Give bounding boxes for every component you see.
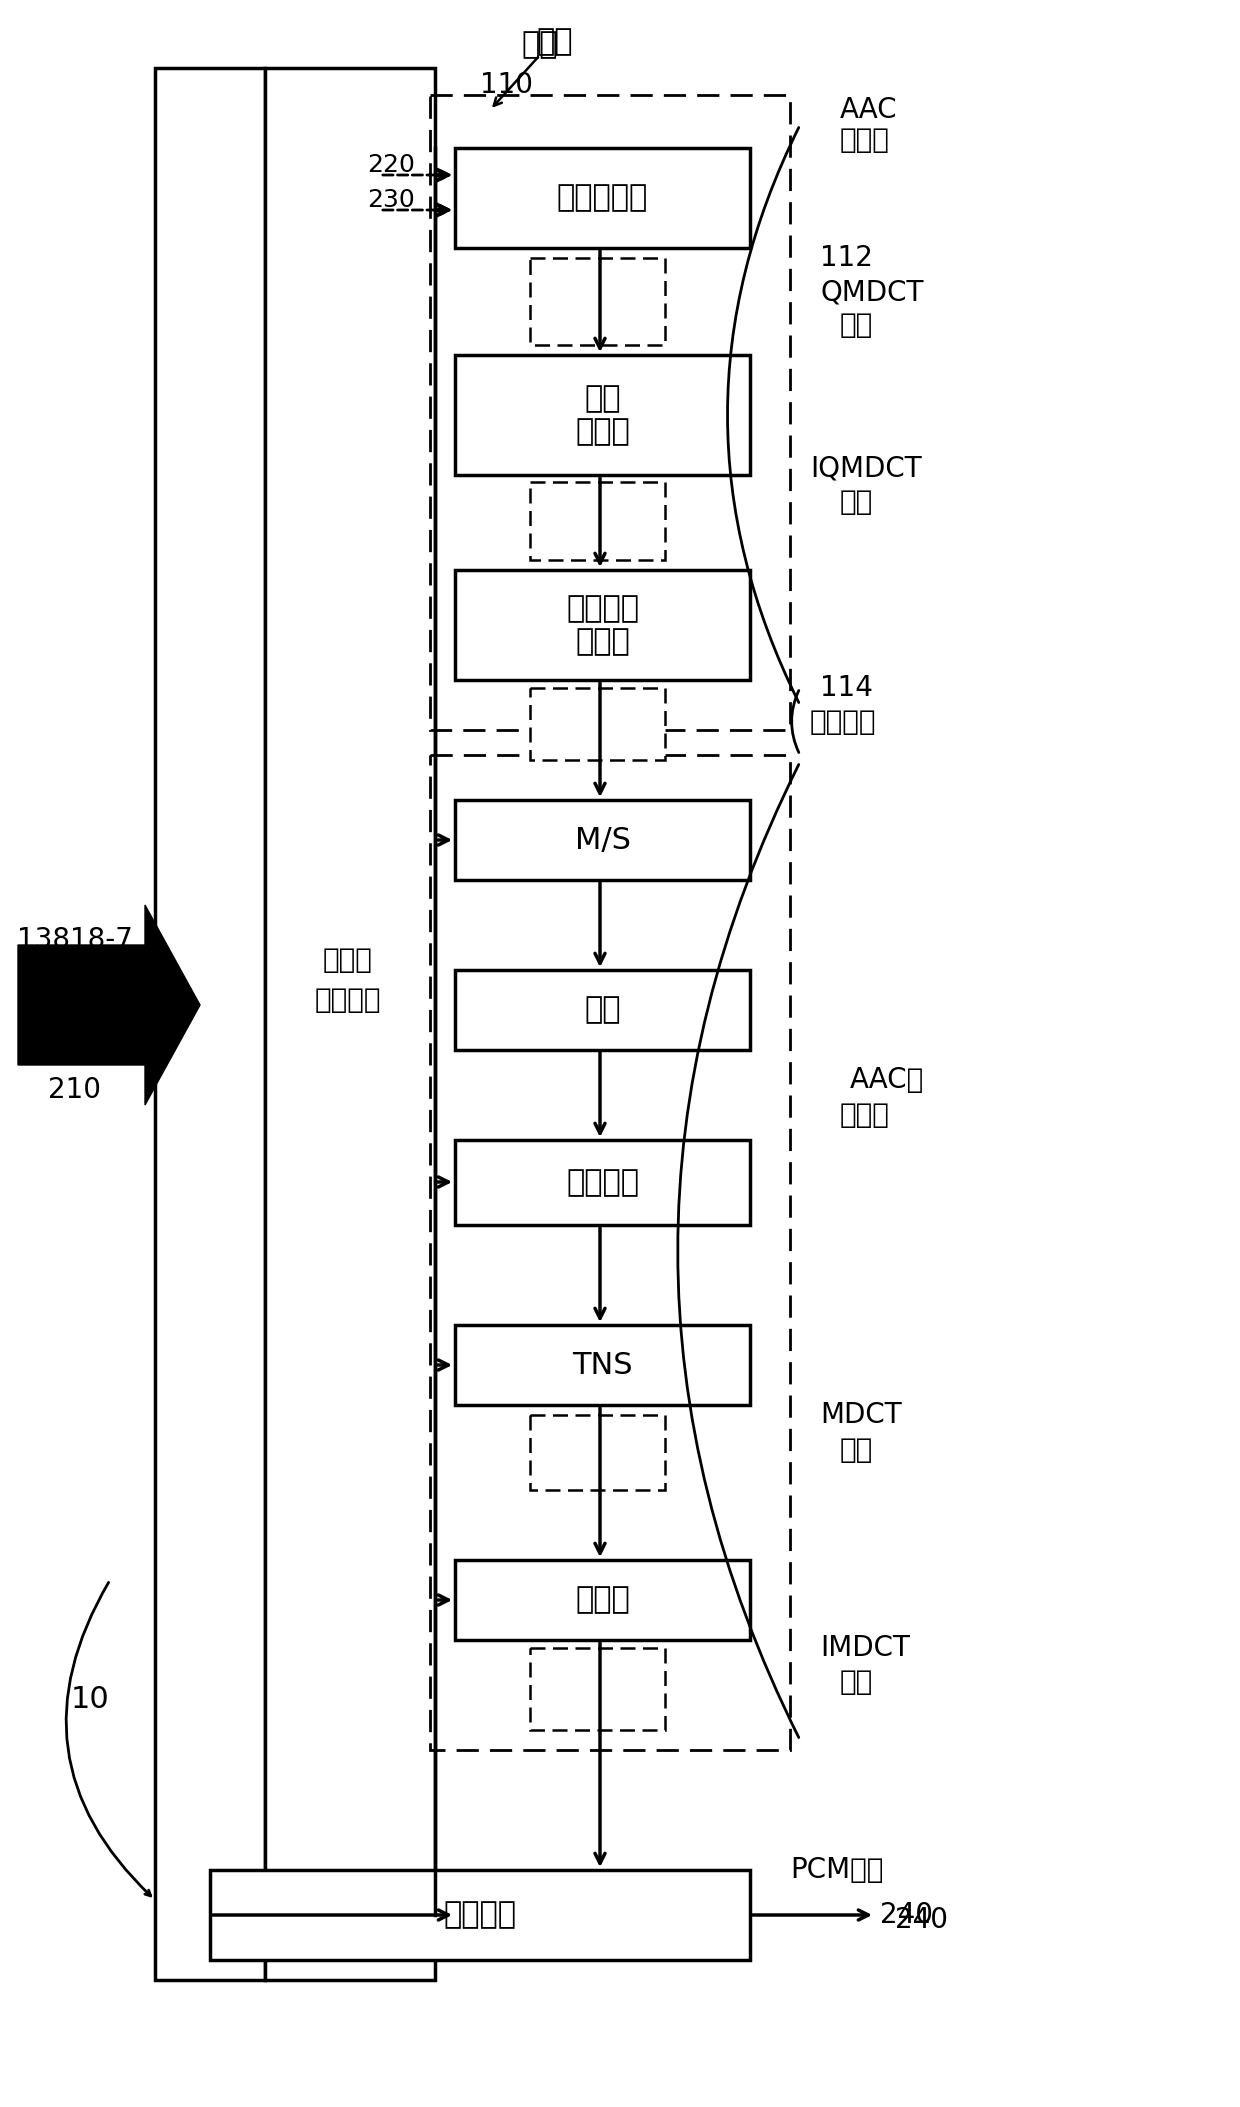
Text: 报头: 报头	[522, 29, 558, 59]
Text: 240: 240	[895, 1907, 949, 1934]
Text: 230: 230	[367, 188, 415, 213]
Text: 110: 110	[480, 72, 533, 99]
Text: 编码: 编码	[58, 961, 92, 988]
Text: 112: 112	[820, 244, 873, 272]
Bar	[529, 1648, 665, 1730]
Text: 114: 114	[820, 674, 873, 702]
Text: 处理块: 处理块	[839, 1102, 890, 1129]
Text: 系数: 系数	[839, 1437, 873, 1464]
Text: 报头: 报头	[537, 27, 573, 57]
Bar	[455, 801, 750, 881]
Text: M/S: M/S	[574, 826, 630, 855]
Bar	[455, 571, 750, 681]
Text: IQMDCT: IQMDCT	[810, 453, 921, 483]
Text: MDCT: MDCT	[820, 1401, 901, 1429]
Bar	[455, 1140, 750, 1224]
Text: 滤波库: 滤波库	[575, 1584, 630, 1614]
Text: AAC谱: AAC谱	[849, 1066, 924, 1094]
Text: 音频流: 音频流	[50, 997, 100, 1024]
Text: 210: 210	[48, 1077, 102, 1104]
Text: 解复用器: 解复用器	[315, 986, 381, 1013]
Bar	[455, 969, 750, 1049]
Text: 比特流: 比特流	[324, 946, 373, 973]
Bar	[529, 1416, 665, 1490]
Text: PCM取样: PCM取样	[790, 1856, 883, 1884]
Bar	[430, 95, 790, 729]
Text: 13818-7: 13818-7	[17, 925, 133, 954]
Text: 240: 240	[880, 1901, 932, 1930]
Bar	[529, 257, 665, 346]
Bar	[455, 354, 750, 474]
Text: 10: 10	[71, 1686, 109, 1715]
Text: QMDCT: QMDCT	[820, 278, 924, 306]
Text: 标度因子
解码器: 标度因子 解码器	[565, 594, 639, 655]
Bar	[455, 147, 750, 249]
Bar	[529, 689, 665, 761]
Bar	[210, 1871, 750, 1960]
Bar	[455, 1559, 750, 1639]
Text: 系数: 系数	[839, 489, 873, 516]
Text: 系数: 系数	[839, 1669, 873, 1696]
Bar	[529, 483, 665, 560]
Text: 220: 220	[367, 154, 415, 177]
Text: 增益控制: 增益控制	[444, 1901, 517, 1930]
Bar	[430, 754, 790, 1751]
Text: 无噪声解码: 无噪声解码	[557, 183, 649, 213]
Bar	[265, 67, 435, 1981]
Bar	[155, 67, 265, 1981]
Text: 预测: 预测	[584, 995, 621, 1024]
Text: 反向
量化器: 反向 量化器	[575, 383, 630, 447]
Text: IMDCT: IMDCT	[820, 1635, 910, 1662]
Bar	[455, 1325, 750, 1405]
Text: AAC: AAC	[839, 97, 898, 124]
Text: 系数: 系数	[839, 312, 873, 339]
Polygon shape	[19, 906, 200, 1104]
Text: TNS: TNS	[572, 1351, 632, 1380]
Text: 强度耦合: 强度耦合	[565, 1167, 639, 1197]
Text: 标度因子: 标度因子	[810, 708, 877, 735]
Text: 解码块: 解码块	[839, 126, 890, 154]
